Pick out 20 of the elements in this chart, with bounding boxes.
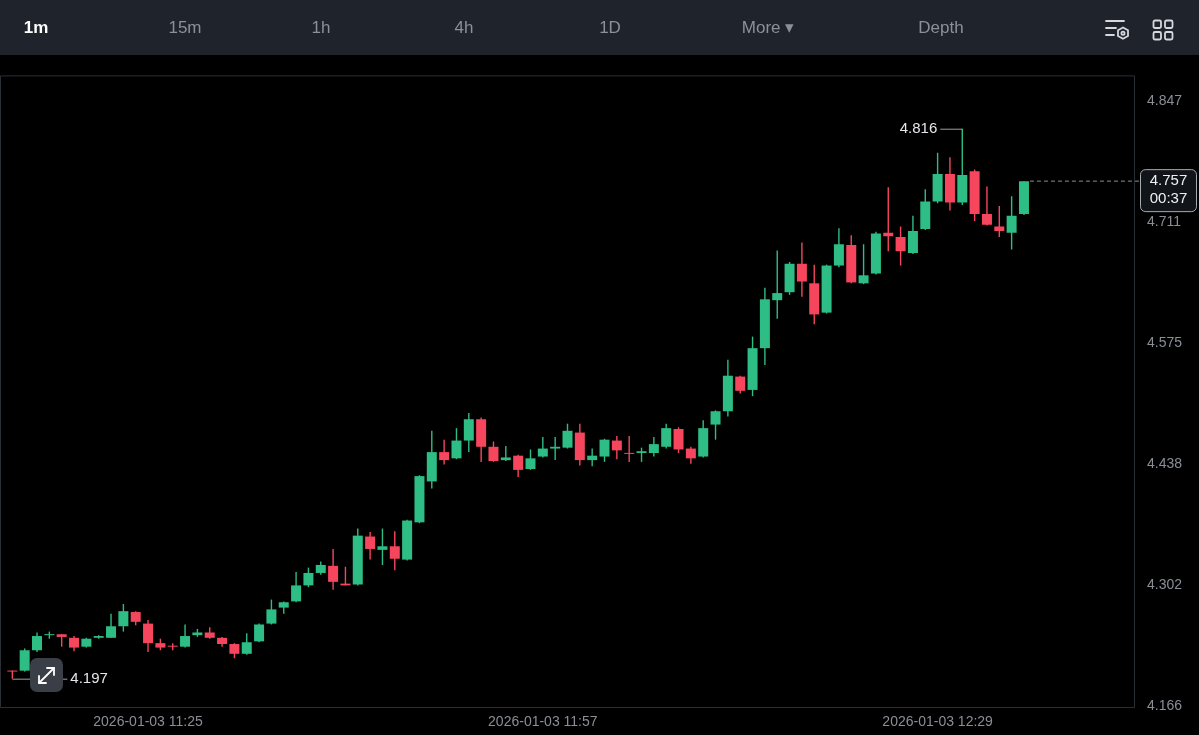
annotation: 4.816 (899, 118, 938, 136)
text: 1D (599, 17, 621, 39)
annotation: 4.197 (70, 668, 108, 686)
x-tick-label: 2026-01-03 11:57 (488, 713, 598, 730)
y-tick-label: 4.847 (1147, 92, 1183, 109)
y-tick-label: 4.438 (1147, 455, 1183, 472)
y-tick-label: 4.166 (1147, 697, 1183, 714)
text: 1m (23, 17, 49, 39)
y-tick-label: 4.711 (1147, 212, 1182, 229)
text: More ▾ (741, 17, 795, 39)
text: Depth (918, 17, 964, 39)
text: 15m (168, 17, 202, 39)
x-tick-label: 2026-01-03 11:25 (93, 713, 204, 730)
y-tick-label: 4.575 (1147, 333, 1183, 350)
y-tick-label: 4.302 (1147, 576, 1183, 593)
ref-line-label: 4.757 (1149, 171, 1188, 189)
text: 00:37 (1149, 189, 1188, 207)
text: 4h (454, 17, 474, 39)
text: 1h (311, 17, 331, 39)
x-tick-label: 2026-01-03 12:29 (882, 713, 994, 730)
